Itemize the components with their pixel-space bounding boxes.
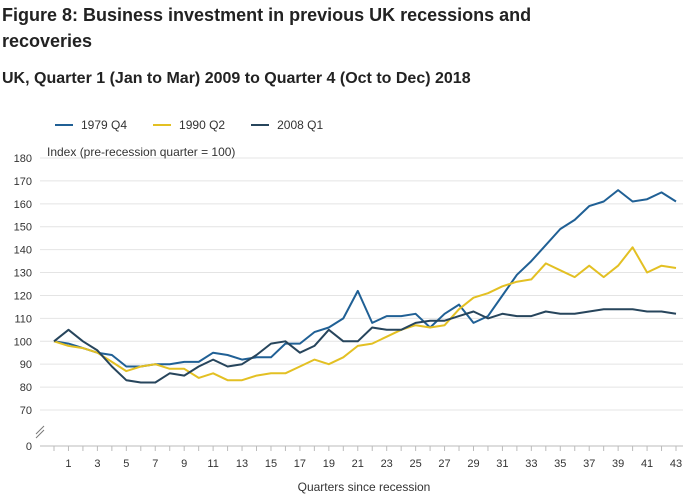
legend-swatch — [55, 124, 73, 126]
x-tick-label: 13 — [236, 458, 248, 470]
chart-subtitle: UK, Quarter 1 (Jan to Mar) 2009 to Quart… — [2, 70, 471, 87]
x-tick-label: 39 — [612, 458, 624, 470]
legend-label: 1990 Q2 — [179, 118, 226, 132]
x-tick-label: 43 — [670, 458, 682, 470]
legend-swatch — [251, 124, 270, 126]
chart-title: Figure 8: Business investment in previou… — [2, 5, 532, 51]
legend-item-2008-q1[interactable]: 2008 Q1 — [251, 118, 323, 132]
x-tick-label: 33 — [525, 458, 537, 470]
y-tick-label: 130 — [14, 268, 32, 280]
x-tick-label: 31 — [496, 458, 508, 470]
x-tick-label: 17 — [294, 458, 306, 470]
x-tick-label: 29 — [467, 458, 479, 470]
y-tick-label: 140 — [14, 245, 32, 257]
y-axis-ticks: 0 70 80 90 100 110 120 130 140 150 160 170 180 — [14, 153, 32, 453]
y-tick-label: 100 — [14, 336, 32, 348]
legend-swatch — [153, 124, 172, 126]
legend: 1979 Q4 1990 Q2 2008 Q1 — [55, 118, 323, 132]
y-tick-label: 160 — [14, 199, 32, 211]
x-tick-label: 35 — [554, 458, 566, 470]
legend-label: 1979 Q4 — [81, 118, 128, 132]
x-tick-label: 25 — [410, 458, 422, 470]
x-axis-ticks: 1 3 5 7 9 11 13 15 17 19 21 23 25 27 29 31 33 35 37 39 41 43 — [40, 445, 683, 470]
y-tick-label: 90 — [20, 359, 32, 371]
x-tick-label: 5 — [123, 458, 129, 470]
y-tick-label: 110 — [14, 313, 32, 325]
x-tick-label: 23 — [381, 458, 393, 470]
x-tick-label: 21 — [352, 458, 364, 470]
series-line-1990-q2[interactable] — [53, 246, 677, 382]
x-tick-label: 19 — [323, 458, 335, 470]
series-lines — [53, 189, 677, 384]
x-axis-label: Quarters since recession — [298, 480, 431, 494]
legend-item-1979-q4[interactable]: 1979 Q4 — [55, 118, 127, 132]
y-tick-label: 80 — [20, 382, 32, 394]
x-tick-label: 3 — [94, 458, 100, 470]
x-tick-label: 27 — [438, 458, 450, 470]
legend-label: 2008 Q1 — [277, 118, 324, 132]
x-tick-label: 37 — [583, 458, 595, 470]
y-axis-label: Index (pre-recession quarter = 100) — [47, 145, 235, 159]
legend-item-1990-q2[interactable]: 1990 Q2 — [153, 118, 225, 132]
x-tick-label: 41 — [641, 458, 653, 470]
y-tick-label: 180 — [14, 153, 32, 165]
y-tick-label: 0 — [26, 441, 32, 453]
series-line-1979-q4[interactable] — [53, 189, 677, 368]
x-tick-label: 15 — [265, 458, 277, 470]
y-tick-label: 150 — [14, 222, 32, 234]
y-tick-label: 170 — [14, 176, 32, 188]
x-tick-label: 11 — [207, 458, 218, 470]
gridlines — [35, 157, 683, 447]
series-line-2008-q1[interactable] — [53, 308, 677, 384]
x-tick-label: 1 — [65, 458, 71, 470]
y-tick-label: 120 — [14, 290, 32, 302]
x-tick-label: 7 — [152, 458, 158, 470]
y-tick-label: 70 — [20, 405, 32, 417]
axis-break — [35, 425, 45, 439]
x-tick-label: 9 — [181, 458, 187, 470]
